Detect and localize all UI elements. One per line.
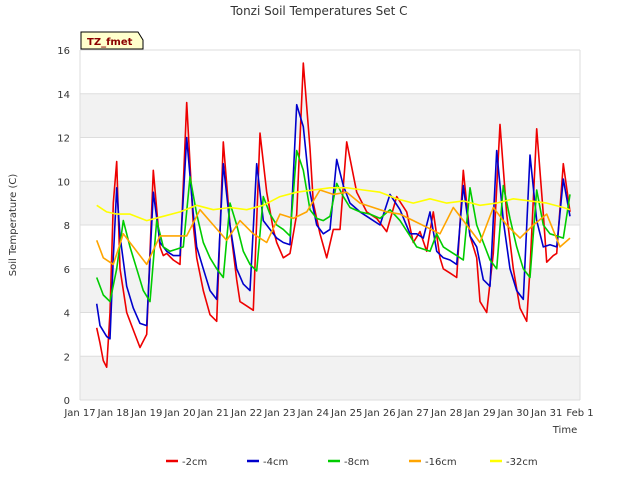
x-tick-label: Jan 27: [397, 408, 429, 419]
series-line: [95, 103, 571, 340]
y-tick-label: 14: [57, 90, 70, 101]
y-tick-label: 12: [57, 134, 70, 145]
y-tick-label: 4: [64, 309, 70, 320]
x-tick-label: Jan 25: [330, 408, 362, 419]
series-line: [96, 187, 571, 222]
legend-label: -32cm: [506, 457, 538, 468]
badge: TZ_fmet: [80, 31, 144, 50]
y-axis-label: Soil Temperature (C): [8, 174, 19, 277]
badge-box: [80, 31, 144, 50]
x-tick-label: Jan 18: [97, 408, 129, 419]
series-line: [95, 149, 571, 303]
x-tick-label: Jan 20: [163, 408, 195, 419]
x-tick-label: Jan 23: [263, 408, 295, 419]
grid-lines: [79, 49, 581, 401]
x-tick-label: Jan 19: [130, 408, 162, 419]
y-tick-label: 6: [64, 265, 70, 276]
plot-band: [80, 268, 580, 313]
y-tick-labels: 0 2 4 6 8 10 12 14 16: [57, 46, 70, 407]
x-tick-label: Jan 29: [463, 408, 495, 419]
legend: -2cm -4cm -8cm -16cm -32cm: [166, 457, 538, 468]
series-line: [95, 189, 571, 266]
x-tick-labels: Jan 17 Jan 18 Jan 19 Jan 20 Jan 21 Jan 22 Jan …: [63, 408, 593, 419]
x-axis-label: Time: [552, 425, 577, 436]
x-tick-label: Jan 21: [197, 408, 229, 419]
x-tick-label: Jan 30: [497, 408, 529, 419]
legend-label: -4cm: [263, 457, 288, 468]
x-tick-label: Jan 28: [430, 408, 462, 419]
x-tick-label: Jan 24: [297, 408, 329, 419]
y-tick-label: 10: [57, 177, 70, 188]
x-tick-label: Jan 22: [230, 408, 262, 419]
series-lines: [95, 62, 571, 368]
x-tick-label: Jan 17: [63, 408, 95, 419]
y-tick-label: 16: [57, 46, 70, 57]
y-tick-label: 2: [64, 352, 70, 363]
y-tick-label: 8: [64, 221, 70, 232]
plot-band: [80, 93, 580, 138]
plot-band: [80, 356, 580, 400]
legend-label: -8cm: [344, 457, 369, 468]
x-tick-label: Feb 1: [566, 408, 593, 419]
chart-title: Tonzi Soil Temperatures Set C: [229, 4, 407, 18]
y-tick-label: 0: [64, 396, 70, 407]
x-tick-label: Jan 26: [363, 408, 395, 419]
badge-label: TZ_fmet: [87, 37, 133, 48]
x-tick-label: Jan 31: [530, 408, 562, 419]
legend-label: -2cm: [182, 457, 207, 468]
legend-label: -16cm: [425, 457, 457, 468]
